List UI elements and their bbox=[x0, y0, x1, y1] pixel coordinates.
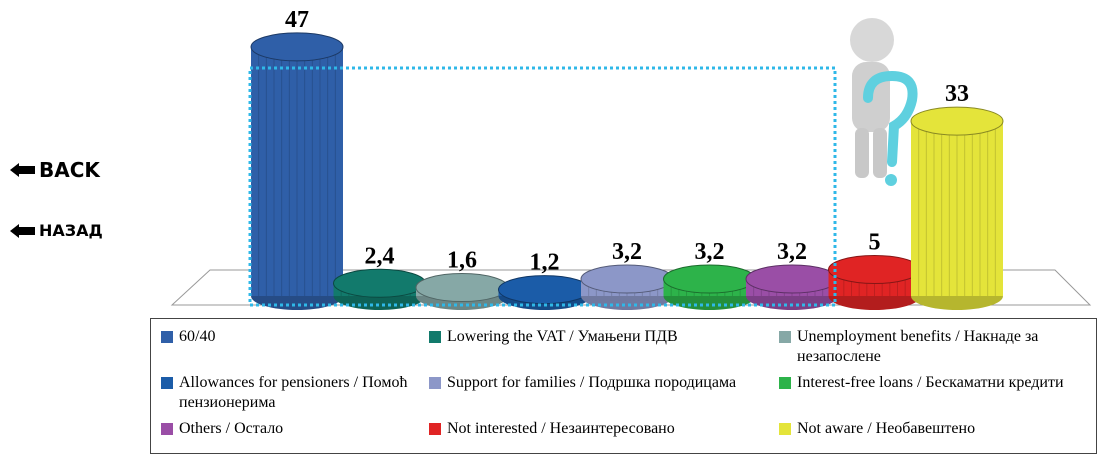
thinking-figure bbox=[850, 18, 913, 186]
value-label: 47 bbox=[285, 7, 309, 33]
legend-swatch bbox=[779, 423, 791, 435]
legend-swatch bbox=[779, 377, 791, 389]
legend-label: Not aware / Необавештено bbox=[797, 419, 975, 439]
legend-label: Not interested / Незаинтересовано bbox=[447, 419, 675, 439]
legend-swatch bbox=[161, 423, 173, 435]
legend-item: Others / Остало bbox=[161, 419, 429, 445]
cylinder-top bbox=[829, 256, 921, 284]
legend-item: Unemployment benefits / Накнаде за незап… bbox=[779, 327, 1079, 373]
legend-swatch bbox=[161, 377, 173, 389]
value-label: 1,2 bbox=[530, 250, 560, 276]
cylinder-top bbox=[664, 265, 756, 293]
legend-swatch bbox=[161, 331, 173, 343]
value-label: 5 bbox=[869, 230, 881, 256]
legend-label: Lowering the VAT / Умањени ПДВ bbox=[447, 327, 678, 347]
cylinder: 3,2 bbox=[664, 239, 756, 310]
legend-item: Support for families / Подршка породицам… bbox=[429, 373, 779, 419]
legend-item: Not aware / Необавештено bbox=[779, 419, 1079, 445]
legend-label: Others / Остало bbox=[179, 419, 283, 439]
legend-item: Allowances for pensioners / Помоћ пензио… bbox=[161, 373, 429, 419]
legend-swatch bbox=[779, 331, 791, 343]
cylinder-top bbox=[251, 33, 343, 61]
legend-item: 60/40 bbox=[161, 327, 429, 373]
cylinder-top bbox=[581, 265, 673, 293]
value-label: 3,2 bbox=[695, 239, 725, 265]
legend-item: Interest-free loans / Бескаматни кредити bbox=[779, 373, 1079, 419]
legend-label: 60/40 bbox=[179, 327, 215, 347]
cylinder-top bbox=[416, 274, 508, 302]
legend-label: Interest-free loans / Бескаматни кредити bbox=[797, 373, 1064, 393]
legend-swatch bbox=[429, 377, 441, 389]
value-label: 1,6 bbox=[447, 248, 477, 274]
cylinder-top bbox=[911, 107, 1003, 135]
legend: 60/40 Lowering the VAT / Умањени ПДВ Unemp… bbox=[150, 318, 1097, 454]
cylinder: 33 bbox=[911, 81, 1003, 310]
legend-label: Unemployment benefits / Накнаде за незап… bbox=[797, 327, 1079, 367]
cylinder: 2,4 bbox=[334, 243, 426, 310]
legend-swatch bbox=[429, 331, 441, 343]
cylinder: 5 bbox=[829, 230, 921, 311]
cylinder-top bbox=[334, 269, 426, 297]
value-label: 2,4 bbox=[365, 243, 395, 269]
cylinder-top bbox=[746, 265, 838, 293]
cylinder: 1,2 bbox=[499, 250, 591, 310]
legend-label: Allowances for pensioners / Помоћ пензио… bbox=[179, 373, 429, 413]
value-label: 33 bbox=[945, 81, 969, 107]
page: BACK НАЗАД 472,41,61,23,23,23,25 33 60/4… bbox=[0, 0, 1113, 460]
legend-item: Lowering the VAT / Умањени ПДВ bbox=[429, 327, 779, 373]
cylinder: 3,2 bbox=[581, 239, 673, 310]
cylinder-top bbox=[499, 276, 591, 304]
legend-swatch bbox=[429, 423, 441, 435]
legend-item: Not interested / Незаинтересовано bbox=[429, 419, 779, 445]
value-label: 3,2 bbox=[777, 239, 807, 265]
cylinder: 1,6 bbox=[416, 248, 508, 310]
cylinder: 47 bbox=[251, 7, 343, 310]
cylinder: 3,2 bbox=[746, 239, 838, 310]
legend-label: Support for families / Подршка породицам… bbox=[447, 373, 736, 393]
chart: 47 2,4 1,6 1,2 3,2 3,2 3,2 5 33 bbox=[0, 0, 1113, 318]
value-label: 3,2 bbox=[612, 239, 642, 265]
